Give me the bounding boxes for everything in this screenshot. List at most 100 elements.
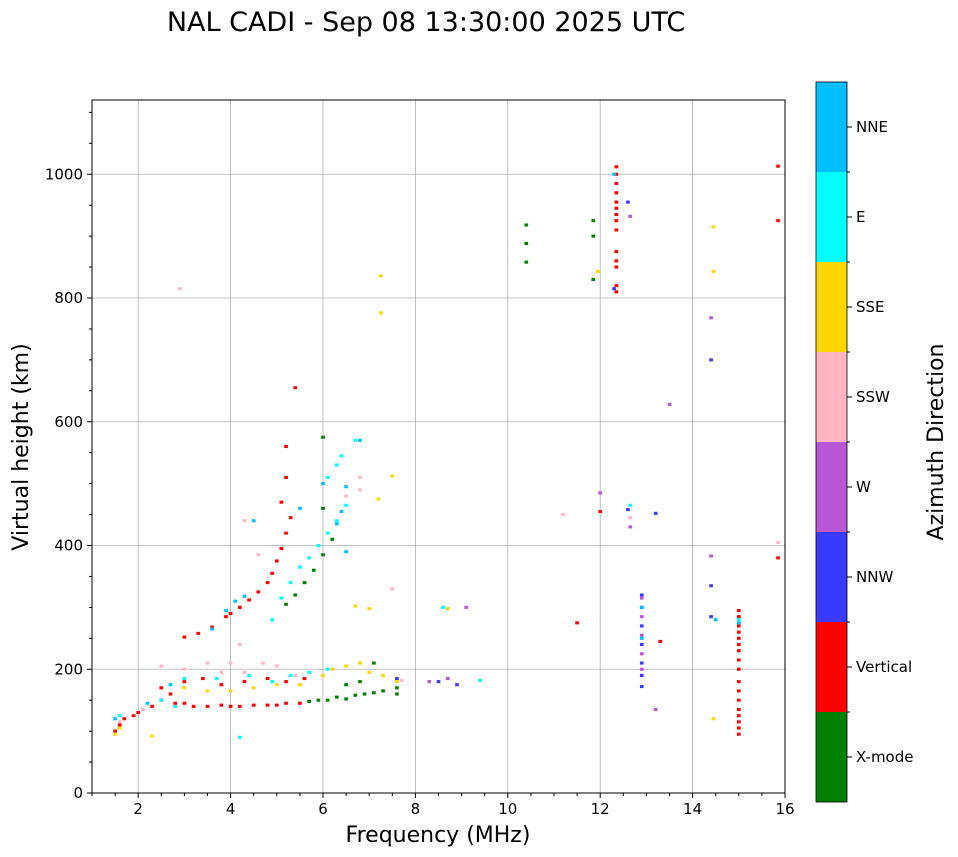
- data-point: [182, 701, 187, 705]
- y-tick-label: 400: [54, 537, 83, 555]
- data-point: [321, 482, 325, 486]
- data-point: [736, 624, 741, 628]
- data-point: [395, 692, 399, 696]
- data-point: [196, 631, 201, 635]
- data-point: [709, 316, 713, 320]
- data-point: [776, 556, 780, 560]
- data-point: [330, 667, 335, 671]
- data-point: [626, 508, 630, 512]
- data-point: [626, 200, 630, 204]
- colorbar-label: X-mode: [856, 748, 913, 766]
- data-point: [335, 695, 339, 699]
- data-point: [242, 519, 247, 523]
- x-tick-label: 8: [411, 800, 421, 818]
- data-point: [344, 494, 348, 498]
- y-tick-label: 600: [54, 413, 83, 431]
- data-point: [316, 698, 321, 702]
- data-point: [330, 537, 335, 541]
- data-point: [639, 593, 644, 597]
- data-point: [395, 686, 399, 690]
- data-point: [614, 212, 619, 217]
- data-point: [378, 274, 383, 278]
- data-point: [321, 553, 325, 557]
- data-point: [284, 531, 288, 535]
- data-point: [274, 559, 279, 563]
- data-point: [736, 618, 741, 622]
- data-point: [344, 664, 348, 668]
- colorbar-segment: [816, 442, 847, 532]
- data-point: [776, 219, 780, 223]
- data-point: [736, 667, 741, 671]
- data-point: [711, 225, 716, 229]
- data-point: [122, 717, 127, 721]
- data-point: [575, 621, 579, 625]
- data-point: [237, 605, 242, 609]
- data-point: [709, 358, 713, 362]
- data-point: [614, 284, 619, 288]
- data-point: [653, 511, 658, 515]
- data-point: [358, 438, 362, 442]
- data-point: [251, 686, 256, 690]
- data-point: [628, 516, 633, 520]
- colorbar-label: W: [856, 478, 871, 496]
- data-point: [182, 680, 187, 684]
- data-point: [251, 519, 256, 523]
- data-point: [288, 673, 293, 677]
- data-point: [247, 673, 251, 677]
- data-point: [371, 691, 376, 695]
- data-point: [736, 630, 741, 634]
- data-point: [591, 277, 596, 281]
- colorbar: X-mode Vertical NNW W SSW SSE E NNE: [815, 81, 913, 803]
- data-point: [228, 704, 233, 708]
- data-point: [667, 402, 672, 406]
- data-point: [261, 661, 265, 665]
- data-point: [358, 488, 362, 492]
- data-point: [353, 438, 358, 442]
- data-point: [117, 714, 122, 718]
- series-nne: [113, 172, 741, 721]
- data-point: [736, 649, 741, 653]
- data-point: [362, 692, 367, 696]
- data-point: [614, 219, 619, 223]
- colorbar-label: NNW: [856, 568, 893, 586]
- data-point: [117, 726, 122, 730]
- data-point: [270, 571, 275, 575]
- data-point: [736, 698, 741, 702]
- data-point: [270, 618, 275, 622]
- data-point: [639, 661, 644, 665]
- data-point: [445, 676, 450, 681]
- data-point: [612, 287, 616, 291]
- data-point: [284, 444, 288, 449]
- data-point: [265, 703, 270, 707]
- colorbar-segment: [816, 352, 847, 442]
- data-point: [214, 676, 219, 681]
- data-point: [237, 642, 242, 647]
- data-point: [367, 670, 372, 674]
- colorbar-label: E: [856, 208, 865, 226]
- data-point: [224, 608, 228, 613]
- data-point: [284, 701, 288, 705]
- series-nnw: [395, 200, 713, 689]
- data-point: [776, 540, 780, 544]
- x-tick-label: 6: [318, 800, 328, 818]
- colorbar-segment: [816, 532, 847, 622]
- data-point: [274, 664, 279, 668]
- data-point: [228, 612, 233, 616]
- data-point: [335, 519, 339, 523]
- data-point: [159, 698, 164, 702]
- data-point: [344, 697, 348, 701]
- data-point: [441, 605, 445, 609]
- series-sse: [113, 225, 716, 738]
- data-point: [639, 652, 644, 656]
- x-tick-label: 12: [591, 800, 610, 818]
- data-point: [150, 704, 154, 708]
- data-point: [776, 164, 780, 168]
- series-vertical: [113, 164, 780, 736]
- data-point: [302, 676, 307, 681]
- data-point: [233, 599, 238, 603]
- data-point: [113, 732, 117, 736]
- data-points: [113, 164, 780, 739]
- x-tick-label: 4: [226, 800, 236, 818]
- data-point: [335, 463, 339, 467]
- data-point: [168, 692, 173, 696]
